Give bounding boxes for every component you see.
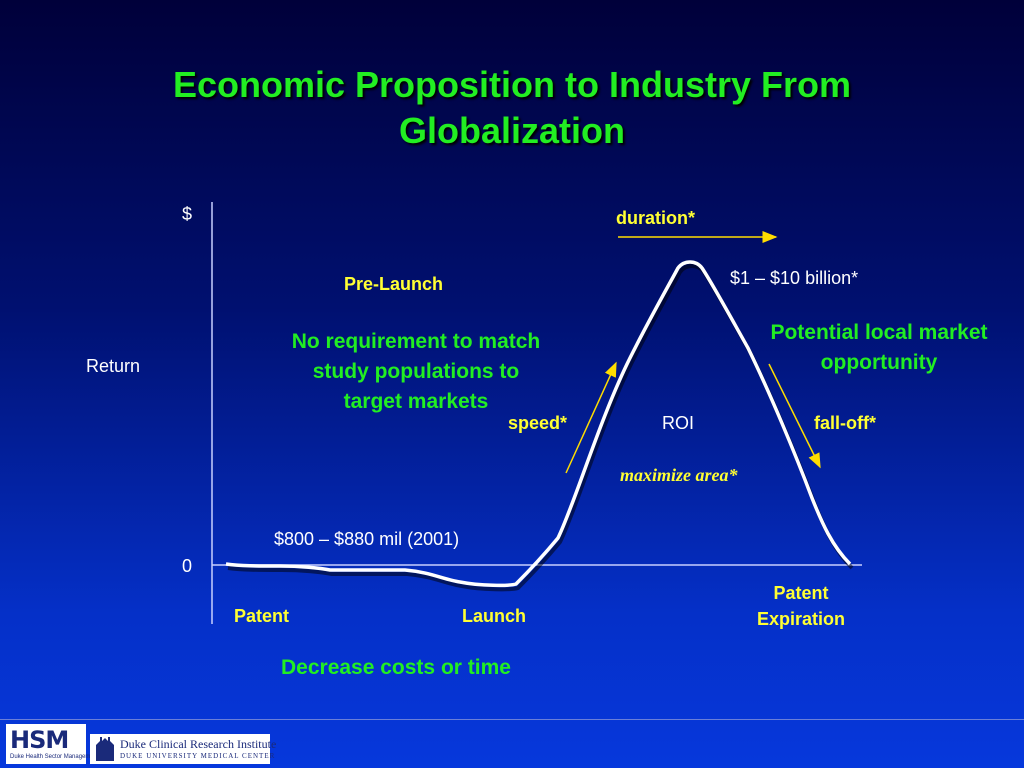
duke-logo-line-1: Duke Clinical Research Institute [120,737,277,751]
no-requirement-line-3: target markets [343,390,489,413]
hsm-logo-text: HSM [10,726,69,754]
duke-chapel-icon [96,737,114,761]
y-axis-title: Return [86,356,141,376]
no-requirement-line-2: study populations to [312,360,520,383]
roi-label: ROI [662,413,695,433]
patent-expiration-line-1: Patent [773,583,829,603]
potential-market-line-2: opportunity [820,351,938,374]
maximize-area-label: maximize area* [620,465,738,485]
pre-launch-label: Pre-Launch [344,274,444,294]
roi-curve [225,260,852,588]
launch-label: Launch [462,606,527,626]
no-requirement-text: No requirement to match study population… [250,327,582,417]
hsm-logo: HSM Duke Health Sector Management [6,724,99,764]
fall-off-arrow [768,363,821,469]
speed-arrow [565,361,617,474]
footer-divider [0,719,1024,720]
patent-label: Patent [234,606,290,626]
potential-market-text: Potential local market opportunity [740,318,1018,378]
patent-expiration-label: Patent Expiration [736,580,866,632]
cost-label: $800 – $880 mil (2001) [274,529,460,549]
duke-logo: Duke Clinical Research Institute DUKE UN… [90,734,276,764]
patent-expiration-line-2: Expiration [756,609,845,629]
y-axis-top-label: $ [182,204,193,224]
title-line-1: Economic Proposition to Industry From [172,64,852,105]
no-requirement-line-1: No requirement to match [291,330,541,353]
y-axis-zero-label: 0 [182,556,193,576]
fall-off-label: fall-off* [814,413,876,433]
page-title: Economic Proposition to Industry From Gl… [0,62,1024,154]
speed-label: speed* [508,413,568,433]
hsm-logo-subtext: Duke Health Sector Management [10,754,99,760]
duke-logo-line-2: DUKE UNIVERSITY MEDICAL CENTER [120,752,276,760]
peak-value-label: $1 – $10 billion* [730,268,859,288]
duration-label: duration* [616,208,695,228]
title-line-2: Globalization [398,110,625,151]
potential-market-line-1: Potential local market [770,321,988,344]
decrease-costs-text: Decrease costs or time [281,656,511,679]
